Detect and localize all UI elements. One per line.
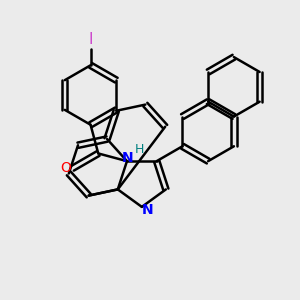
Text: O: O — [61, 161, 71, 175]
Text: H: H — [135, 143, 144, 156]
Text: N: N — [142, 203, 154, 218]
Text: N: N — [122, 151, 134, 165]
Text: I: I — [88, 32, 93, 47]
